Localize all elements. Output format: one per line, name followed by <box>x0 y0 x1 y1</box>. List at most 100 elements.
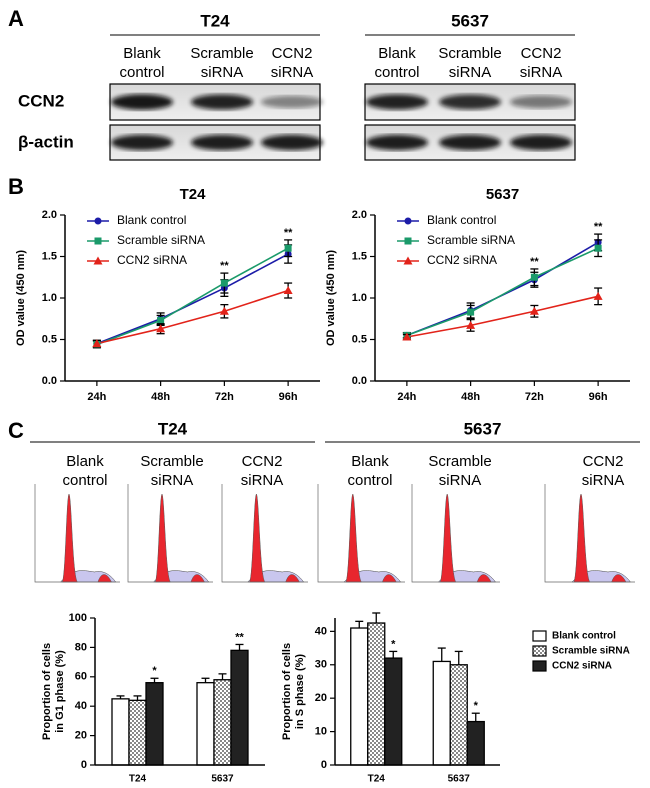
marker <box>92 339 102 348</box>
lane-label: Blank <box>378 45 416 62</box>
flow-axes <box>221 484 308 583</box>
significance: ** <box>220 260 229 272</box>
legend-label: Blank control <box>427 213 496 227</box>
lane-label: siRNA <box>449 64 492 81</box>
y-tick-label: 10 <box>315 725 327 737</box>
bar <box>230 649 249 766</box>
column-label: Scramble <box>428 453 491 470</box>
y-tick-label: 60 <box>75 671 87 683</box>
blot-band <box>111 134 173 151</box>
significance: ** <box>235 631 244 643</box>
column-label: Blank <box>351 453 389 470</box>
y-tick-label: 0.0 <box>352 375 367 387</box>
marker <box>94 217 102 225</box>
y-tick-label: 0.5 <box>352 333 367 345</box>
lane-label: control <box>119 64 164 81</box>
group-title: T24 <box>200 11 230 30</box>
blot-band <box>111 94 173 110</box>
legend-label: Blank control <box>552 631 616 642</box>
marker <box>529 306 539 315</box>
blot-band <box>191 94 253 110</box>
blot-band <box>510 95 572 109</box>
marker <box>466 320 476 329</box>
y-tick-label: 0.0 <box>42 375 57 387</box>
x-tick-label: 48h <box>461 391 480 403</box>
marker <box>220 279 228 287</box>
panel-label: A <box>8 6 24 31</box>
row-label: CCN2 <box>18 91 64 110</box>
marker <box>404 217 412 225</box>
significance: * <box>391 638 396 650</box>
lane-label: CCN2 <box>521 45 562 62</box>
x-tick-label: 5637 <box>211 774 234 785</box>
legend-label: Scramble siRNA <box>552 646 630 657</box>
flow-axes <box>544 484 635 583</box>
y-axis-label: in S phase (%) <box>294 654 306 730</box>
x-tick-label: T24 <box>368 774 386 785</box>
flow-g1-peak <box>573 493 591 583</box>
y-tick-label: 20 <box>75 730 87 742</box>
marker <box>157 316 165 324</box>
y-axis-label: Proportion of cells <box>281 643 293 740</box>
significance: * <box>474 700 479 712</box>
series-line <box>406 247 599 337</box>
panel-label: B <box>8 174 24 199</box>
x-tick-label: 96h <box>279 391 298 403</box>
flow-axes <box>127 484 213 583</box>
marker <box>530 273 538 281</box>
marker <box>219 306 229 315</box>
blot-band <box>191 134 253 151</box>
y-tick-label: 1.5 <box>352 250 367 262</box>
y-tick-label: 1.5 <box>42 250 57 262</box>
lane-label: Scramble <box>190 45 253 62</box>
blot-band <box>366 94 428 110</box>
blot-band <box>366 134 428 151</box>
series-line <box>96 253 289 345</box>
column-label: siRNA <box>151 472 194 489</box>
legend-label: CCN2 siRNA <box>427 253 497 267</box>
marker <box>594 244 602 252</box>
significance: ** <box>284 227 293 239</box>
significance: ** <box>594 221 603 233</box>
group-title: T24 <box>158 419 188 438</box>
column-label: Blank <box>66 453 104 470</box>
legend-swatch <box>532 645 547 657</box>
column-label: siRNA <box>241 472 284 489</box>
lane-label: control <box>374 64 419 81</box>
legend-label: CCN2 siRNA <box>552 661 612 672</box>
y-tick-label: 1.0 <box>352 292 367 304</box>
marker <box>402 332 412 341</box>
y-axis-label: in G1 phase (%) <box>54 650 66 733</box>
series-line <box>96 289 289 345</box>
x-tick-label: T24 <box>129 774 147 785</box>
blot-band <box>261 95 323 109</box>
y-tick-label: 100 <box>69 612 87 624</box>
chart-title: 5637 <box>486 186 519 203</box>
y-tick-label: 2.0 <box>42 209 57 221</box>
legend-swatch <box>532 660 547 672</box>
y-tick-label: 20 <box>315 692 327 704</box>
blot-band <box>510 134 572 151</box>
legend-label: Blank control <box>117 213 186 227</box>
y-tick-label: 80 <box>75 641 87 653</box>
panel-label: C <box>8 418 24 443</box>
chart-title: T24 <box>180 186 207 203</box>
marker <box>467 308 475 316</box>
bar <box>432 660 451 766</box>
y-axis-label: Proportion of cells <box>41 643 53 740</box>
bar <box>449 664 468 766</box>
marker <box>404 237 412 245</box>
marker <box>156 324 166 333</box>
flow-axes <box>34 484 120 583</box>
x-tick-label: 48h <box>151 391 170 403</box>
y-tick-label: 0 <box>81 759 87 771</box>
flow-g1-peak <box>61 493 79 583</box>
bar <box>145 682 164 766</box>
x-tick-label: 24h <box>397 391 416 403</box>
y-tick-label: 2.0 <box>352 209 367 221</box>
lane-label: CCN2 <box>272 45 313 62</box>
y-tick-label: 40 <box>75 700 87 712</box>
bar <box>128 699 147 766</box>
row-label: β-actin <box>18 132 74 151</box>
